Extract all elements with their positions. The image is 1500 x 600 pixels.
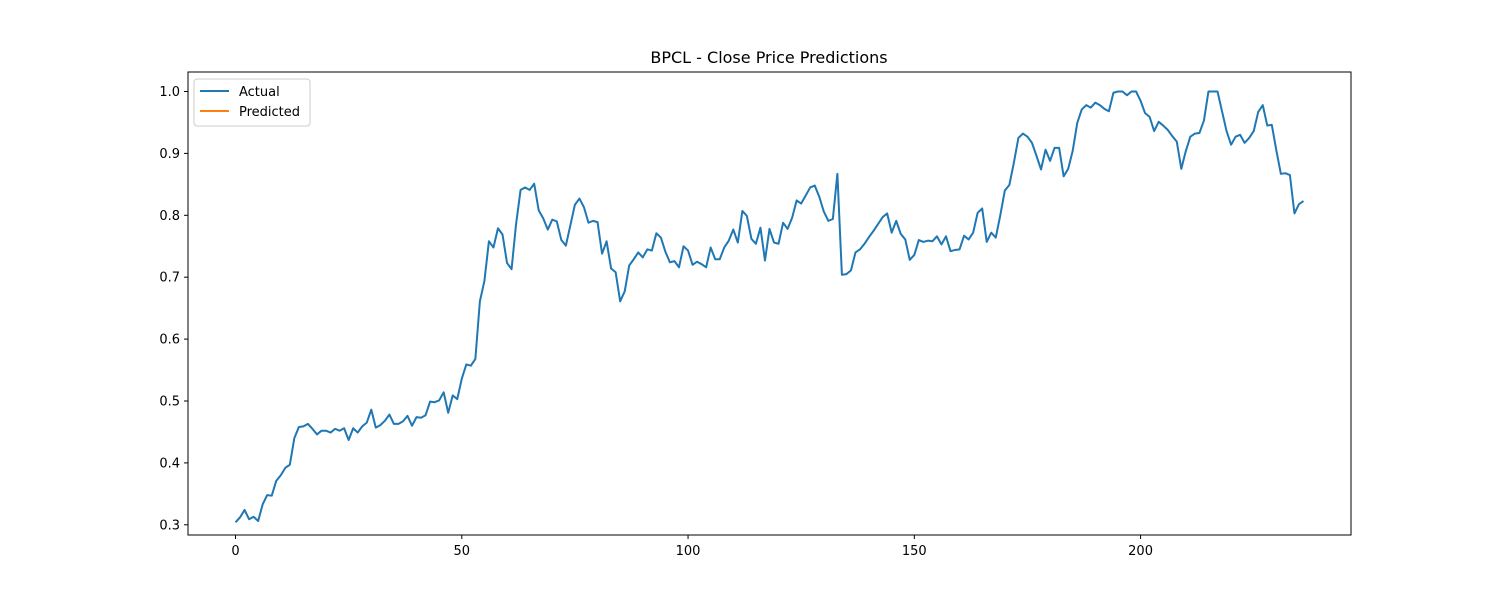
y-axis: 0.3 0.4 0.5 0.6 0.7 0.8 0.9 1.0 (159, 85, 188, 533)
y-tick-label: 0.4 (159, 456, 180, 471)
x-tick-label: 150 (902, 544, 927, 559)
y-tick-label: 0.8 (159, 209, 180, 224)
x-tick-label: 100 (676, 544, 701, 559)
x-tick-label: 200 (1128, 544, 1153, 559)
chart-title: BPCL - Close Price Predictions (650, 48, 887, 67)
y-tick-label: 0.3 (159, 518, 180, 533)
legend-actual-label: Actual (239, 85, 280, 100)
legend-predicted-label: Predicted (239, 105, 300, 120)
legend: Actual Predicted (193, 78, 311, 127)
y-tick-label: 0.7 (159, 271, 180, 286)
y-tick-label: 0.9 (159, 147, 180, 162)
x-tick-label: 0 (231, 544, 239, 559)
series-line-actual (234, 90, 1305, 523)
plot-frame (187, 71, 1352, 536)
y-tick-label: 0.5 (159, 394, 180, 409)
y-tick-label: 0.6 (159, 333, 180, 348)
y-tick-label: 1.0 (159, 85, 180, 100)
x-tick-label: 50 (454, 544, 471, 559)
plot-area: 0 50 100 150 200 0.3 0.4 0.5 0.6 0.7 0.8 0.9 1.0 (159, 71, 1352, 559)
x-axis: 0 50 100 150 200 (231, 535, 1153, 559)
series-lines (234, 90, 1305, 523)
